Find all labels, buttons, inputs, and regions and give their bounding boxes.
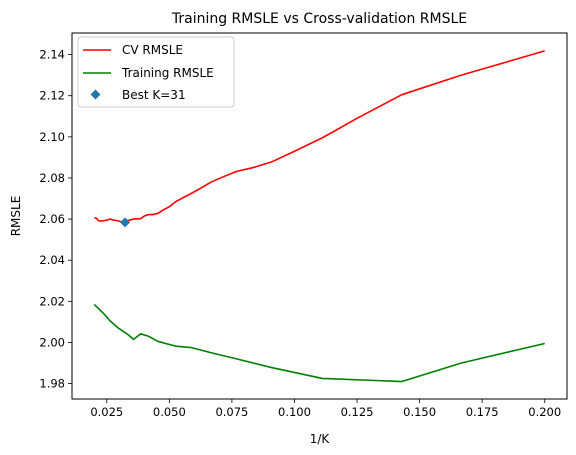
x-tick-label: 0.175 [466, 405, 499, 419]
series-layer [93, 50, 545, 383]
chart-title: Training RMSLE vs Cross-validation RMSLE [171, 11, 467, 27]
x-tick-label: 0.200 [528, 405, 561, 419]
legend-label-best-k: Best K=31 [122, 88, 186, 102]
y-tick-label: 2.04 [39, 253, 65, 267]
x-tick-label: 0.050 [153, 405, 186, 419]
y-axis-label: RMSLE [9, 196, 23, 237]
plot-frame [71, 32, 568, 400]
y-tick-label: 2.14 [39, 48, 65, 62]
y-tick-label: 2.02 [39, 294, 65, 308]
y-tick-label: 2.10 [39, 130, 65, 144]
x-tick-label: 0.075 [215, 405, 248, 419]
legend-label-training: Training RMSLE [121, 66, 214, 80]
series-line-0 [94, 50, 545, 224]
y-axis-ticks: 1.98 2.00 2.02 2.04 2.06 2.08 2.10 2.12 2.14 [39, 48, 72, 391]
x-tick-label: 0.025 [90, 405, 123, 419]
y-tick-label: 1.98 [39, 377, 65, 391]
legend-swatch-best-k [90, 89, 101, 100]
x-axis-ticks: 0.025 0.050 0.075 0.100 0.125 0.150 0.175 0.200 [90, 399, 561, 419]
legend-box [77, 36, 235, 108]
x-tick-label: 0.150 [403, 405, 436, 419]
legend-label-cv: CV RMSLE [122, 43, 183, 57]
x-tick-label: 0.100 [278, 405, 311, 419]
marker-layer [120, 217, 131, 228]
y-tick-label: 2.12 [39, 89, 65, 103]
x-tick-label: 0.125 [341, 405, 374, 419]
best-k-marker [120, 217, 131, 228]
y-tick-label: 2.06 [39, 212, 65, 226]
legend: CV RMSLE Training RMSLE Best K=31 [77, 36, 235, 108]
y-tick-label: 2.08 [39, 171, 65, 185]
x-axis-label: 1/K [310, 432, 331, 446]
y-tick-label: 2.00 [39, 335, 65, 349]
series-line-1 [93, 303, 545, 383]
